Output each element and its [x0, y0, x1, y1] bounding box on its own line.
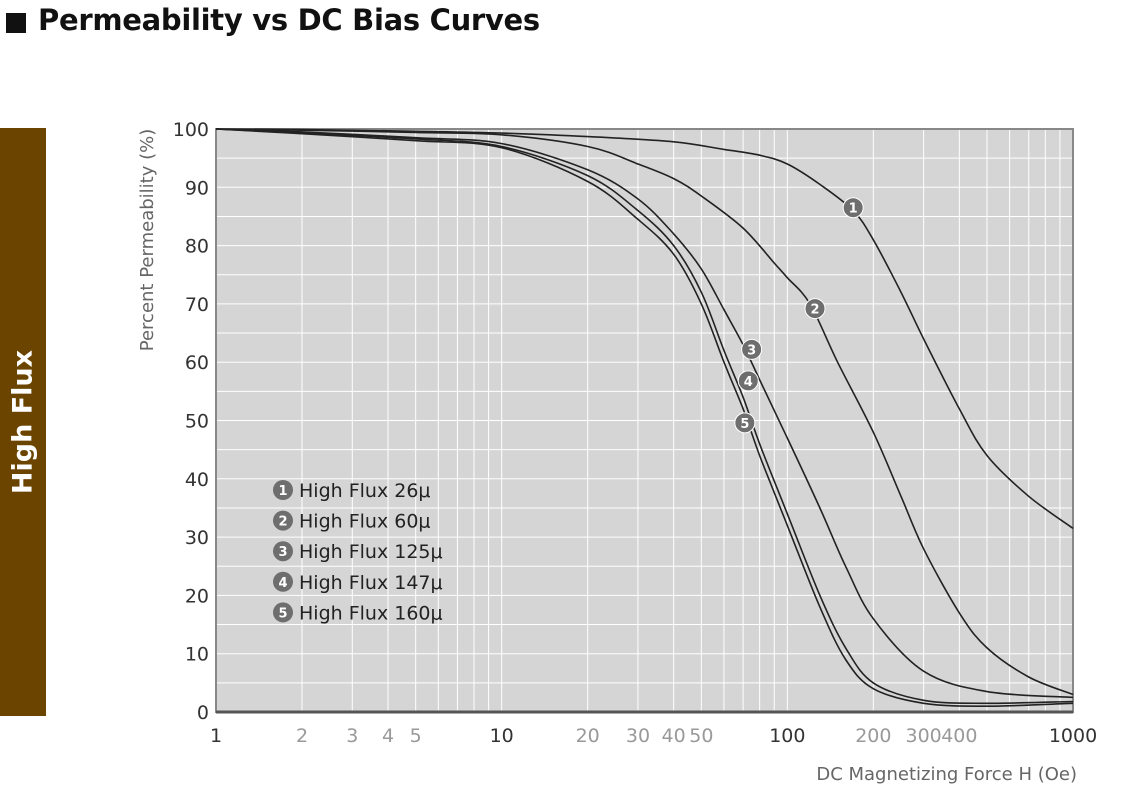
legend-entry-5: High Flux 160μ [299, 602, 443, 624]
legend-marker-label-4: 4 [278, 576, 287, 591]
x-tick-label: 3 [346, 725, 358, 747]
legend-marker-label-5: 5 [278, 606, 287, 621]
x-tick-label: 2 [296, 725, 308, 747]
x-tick-label: 1000 [1049, 725, 1097, 747]
y-axis-title: Percent Permeability (%) [137, 129, 158, 351]
x-tick-label: 30 [626, 725, 650, 747]
series-line-5 [215, 128, 1074, 708]
page-title: Permeability vs DC Bias Curves [38, 3, 540, 37]
x-tick-label: 40 [662, 725, 686, 747]
legend-entry-4: High Flux 147μ [299, 572, 443, 594]
legend-marker-1 [273, 480, 293, 500]
series-line-3 [215, 128, 1074, 699]
series-marker-4 [737, 370, 759, 392]
x-tick-label: 100 [769, 725, 805, 747]
y-tick-label: 10 [185, 644, 209, 666]
series-marker-label-5: 5 [740, 417, 749, 432]
y-tick-label: 0 [197, 702, 209, 724]
series-marker-label-2: 2 [810, 303, 819, 318]
y-tick-label: 40 [185, 469, 209, 491]
y-tick-label: 70 [185, 294, 209, 316]
title-block: Permeability vs DC Bias Curves [6, 0, 540, 40]
y-tick-label: 60 [185, 352, 209, 374]
x-axis-title: DC Magnetizing Force H (Oe) [816, 764, 1077, 785]
y-tick-label: 100 [173, 119, 209, 141]
legend-marker-4 [273, 571, 293, 592]
title-bullet-square [6, 13, 26, 33]
y-tick-label: 50 [185, 411, 209, 433]
y-tick-label: 90 [185, 177, 209, 199]
legend-marker-5 [273, 602, 293, 623]
legend-entry-3: High Flux 125μ [299, 541, 443, 563]
series-line-4 [215, 128, 1074, 705]
series-marker-2 [804, 298, 826, 320]
side-tab: High Flux [0, 128, 46, 716]
x-tick-label: 10 [490, 725, 514, 747]
series-marker-5 [734, 412, 756, 434]
legend-marker-2 [273, 510, 293, 531]
x-tick-label: 200 [855, 725, 891, 747]
legend-marker-3 [273, 541, 293, 562]
legend-marker-label-1: 1 [278, 484, 287, 499]
x-tick-label: 20 [576, 725, 600, 747]
series-marker-1 [842, 197, 864, 219]
x-tick-label: 5 [410, 725, 422, 747]
series-line-1 [215, 128, 1074, 530]
legend-marker-label-2: 2 [278, 515, 287, 530]
y-tick-label: 80 [185, 236, 209, 258]
series-line-2 [215, 128, 1074, 696]
x-tick-label: 4 [382, 725, 394, 747]
series-marker-label-4: 4 [744, 375, 753, 390]
legend-entry-2: High Flux 60μ [299, 511, 431, 533]
x-tick-label: 1 [210, 725, 222, 747]
y-tick-label: 20 [185, 585, 209, 607]
legend-marker-label-3: 3 [278, 545, 287, 560]
legend-entry-1: High Flux 26μ [299, 480, 431, 502]
x-tick-label: 300 [905, 725, 941, 747]
x-tick-label: 50 [689, 725, 713, 747]
series-marker-label-1: 1 [849, 202, 858, 217]
series-marker-3 [741, 338, 763, 360]
y-tick-label: 30 [185, 527, 209, 549]
x-tick-label: 400 [941, 725, 977, 747]
series-marker-label-3: 3 [747, 343, 756, 358]
